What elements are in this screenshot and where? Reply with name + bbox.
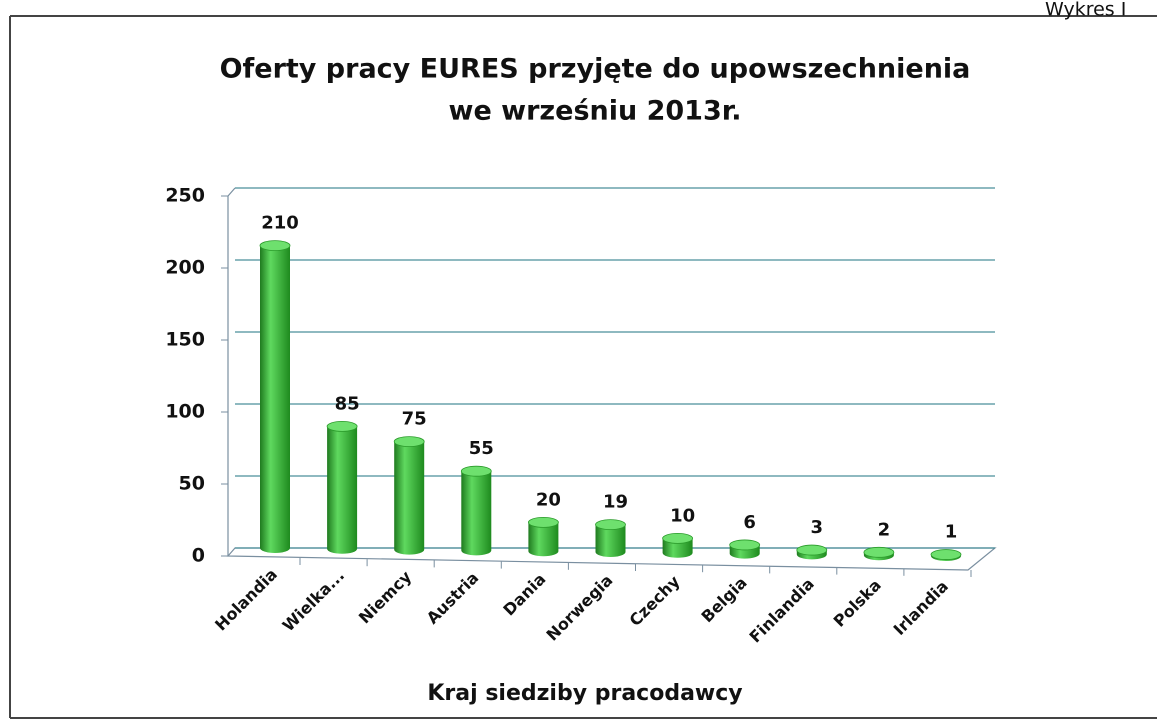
data-label: 55 [469, 438, 494, 459]
bar-top [393, 436, 425, 448]
x-tick-label: Wielka... [279, 566, 348, 635]
bar-top [528, 517, 559, 528]
page-label: Wykres I [1045, 0, 1126, 21]
bar-top [863, 546, 895, 558]
bar-top [595, 519, 626, 531]
bar-top [326, 420, 358, 432]
wall-edge [227, 187, 236, 197]
x-axis-label: Kraj siedziby pracodawcy [427, 681, 742, 706]
bar [327, 421, 358, 554]
data-label: 75 [402, 409, 427, 430]
bar [260, 240, 290, 553]
data-label: 2 [878, 519, 891, 540]
data-label: 1 [945, 522, 958, 543]
bar-top [796, 544, 828, 556]
bar [461, 466, 492, 556]
data-label: 3 [811, 517, 824, 538]
data-label: 19 [603, 492, 628, 513]
bar [394, 436, 425, 555]
chart-title: Oferty pracy EURES przyjęte do upowszech… [220, 54, 971, 85]
y-tick-label: 150 [165, 329, 205, 351]
data-label: 210 [261, 213, 299, 234]
bar-top [729, 539, 761, 551]
data-label: 10 [670, 505, 695, 526]
y-tick-label: 50 [179, 473, 205, 495]
x-tick-label: Dania [499, 569, 549, 619]
x-tick-label: Finlandia [746, 574, 818, 646]
x-tick-label: Polska [830, 575, 885, 630]
x-tick-label: Norwegia [543, 571, 617, 645]
x-tick-label: Belgia [697, 573, 750, 626]
y-tick-label: 200 [165, 257, 205, 279]
bar-top [259, 240, 291, 252]
bar-top [930, 549, 962, 560]
x-tick-label: Austria [423, 568, 482, 627]
data-label: 6 [743, 512, 756, 533]
x-tick-label: Holandia [211, 565, 281, 635]
data-label: 85 [335, 393, 360, 414]
chart-title: we wrześniu 2013r. [449, 96, 742, 127]
bar-top [460, 465, 492, 477]
x-tick-label: Niemcy [355, 567, 416, 628]
y-tick-label: 250 [165, 185, 205, 207]
y-tick-label: 100 [165, 401, 205, 423]
x-tick-label: Irlandia [890, 577, 952, 639]
x-tick-label: Czechy [625, 571, 684, 630]
bar-top [662, 533, 693, 544]
y-tick-label: 0 [192, 545, 205, 567]
data-label: 20 [536, 489, 561, 510]
